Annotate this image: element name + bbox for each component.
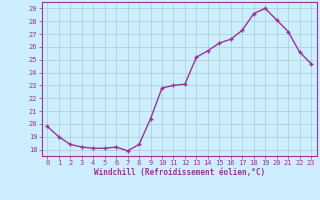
X-axis label: Windchill (Refroidissement éolien,°C): Windchill (Refroidissement éolien,°C) [94, 168, 265, 177]
